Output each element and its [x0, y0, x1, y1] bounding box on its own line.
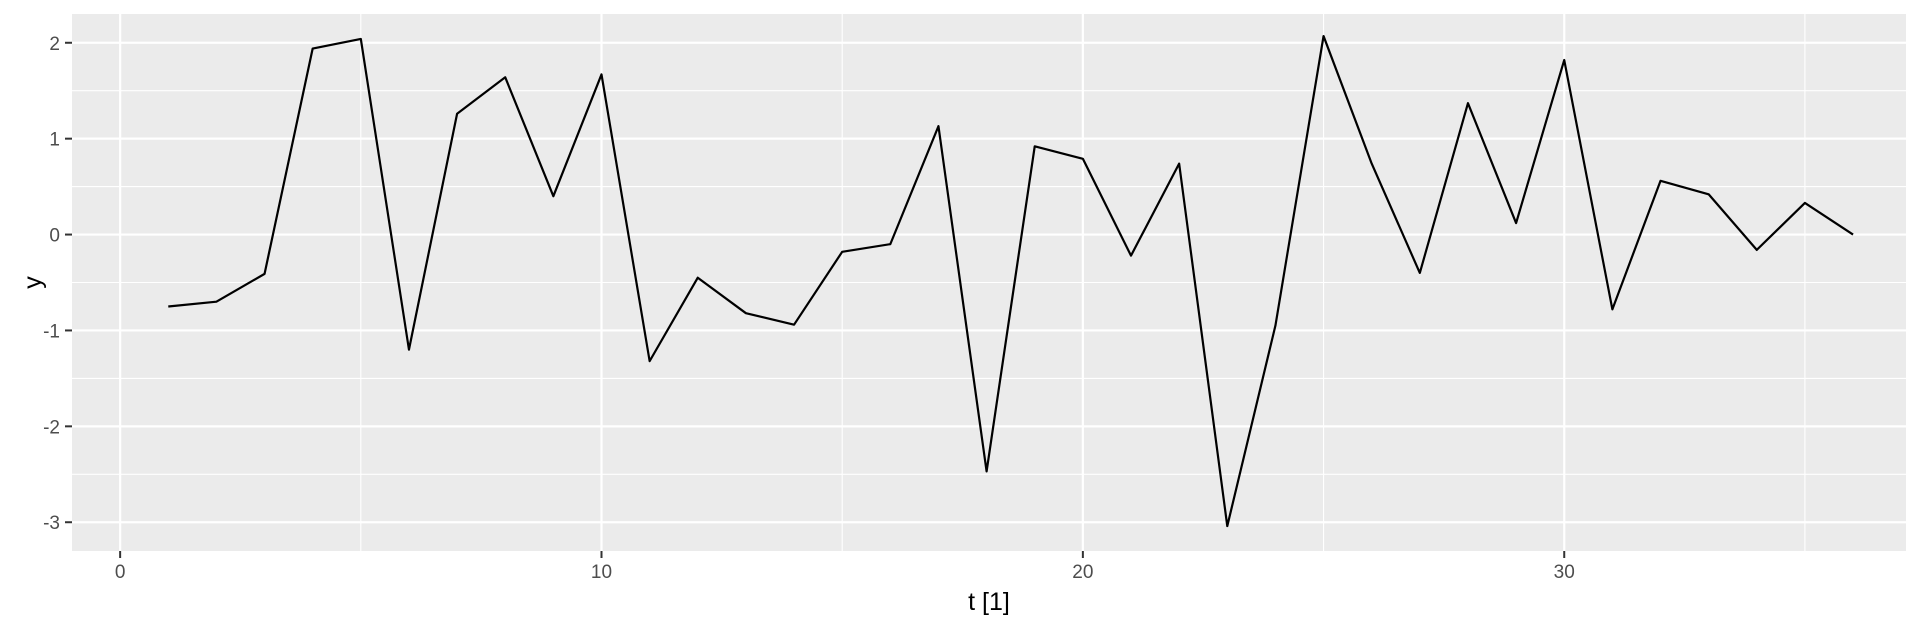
x-tick-label: 30	[1554, 562, 1575, 583]
x-tick-label: 10	[591, 562, 612, 583]
series-line	[168, 34, 1854, 528]
x-axis-title: t [1]	[968, 588, 1010, 616]
x-tick-label: 0	[115, 562, 126, 583]
major-gridlines	[72, 14, 1906, 551]
y-tick-label: -2	[43, 417, 60, 438]
y-tick-label: 0	[49, 226, 60, 247]
y-tick-label: 2	[49, 34, 60, 55]
y-tick-label: -3	[43, 513, 60, 534]
y-axis: -3 -2 -1 0 1 2	[43, 34, 72, 534]
x-axis: 0 10 20 30	[115, 551, 1575, 583]
y-tick-label: -1	[43, 321, 60, 342]
y-axis-title: y	[19, 276, 47, 289]
minor-gridlines	[72, 14, 1906, 551]
x-tick-label: 20	[1072, 562, 1093, 583]
y-tick-label: 1	[49, 130, 60, 151]
